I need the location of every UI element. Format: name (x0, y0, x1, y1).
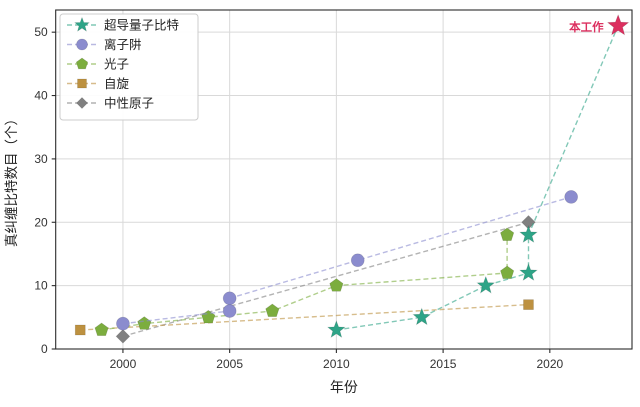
marker-superconducting (476, 275, 496, 294)
legend-label-spin: 自旋 (104, 77, 130, 91)
line-neutral-atom (122, 221, 529, 337)
legend-label-photon: 光子 (104, 58, 129, 72)
x-tick-label: 2005 (216, 357, 243, 371)
legend-label-ion-trap: 离子阱 (104, 37, 142, 52)
annotation-this-work: 本工作 (569, 20, 604, 34)
legend-box (59, 13, 199, 121)
marker-superconducting (518, 262, 538, 282)
x-tick-label: 2000 (110, 357, 137, 371)
legend-marker-neutral-atom (76, 97, 88, 109)
y-axis-label: 真纠缠比特数目（个） (3, 112, 19, 247)
marker-ion-trap (350, 253, 365, 268)
marker-ion-trap (222, 291, 237, 306)
legend-label-neutral-atom: 中性原子 (104, 96, 154, 111)
marker-superconducting (326, 319, 346, 339)
legend-marker-photon (75, 57, 89, 70)
legend-marker-ion-trap (76, 38, 88, 51)
marker-photon (265, 303, 280, 317)
marker-ion-trap (116, 316, 130, 331)
y-tick-label: 40 (34, 89, 48, 103)
legend-marker-spin (77, 78, 87, 89)
y-tick-label: 0 (41, 342, 48, 356)
y-tick-label: 30 (34, 152, 48, 166)
plot-border (55, 9, 633, 350)
marker-this-work (606, 13, 630, 36)
marker-ion-trap (564, 190, 579, 204)
y-tick-label: 10 (34, 279, 48, 293)
marker-spin (74, 324, 86, 336)
marker-spin (523, 299, 534, 310)
y-tick-label: 50 (34, 25, 48, 39)
x-tick-label: 2010 (323, 357, 350, 371)
y-tick-label: 20 (34, 215, 48, 229)
x-axis-label: 年份 (330, 379, 358, 395)
marker-superconducting (518, 224, 538, 244)
marker-superconducting (412, 307, 432, 326)
x-tick-label: 2015 (430, 357, 457, 371)
marker-photon (94, 322, 109, 336)
line-spin (80, 303, 529, 331)
marker-ion-trap (222, 304, 237, 318)
legend-label-superconducting: 超导量子比特 (104, 18, 179, 33)
marker-neutral-atom (115, 329, 131, 344)
legend-marker-superconducting (73, 16, 91, 32)
line-superconducting (336, 25, 619, 331)
x-tick-label: 2020 (536, 357, 563, 371)
marker-photon (500, 227, 515, 241)
marker-photon (329, 278, 344, 292)
